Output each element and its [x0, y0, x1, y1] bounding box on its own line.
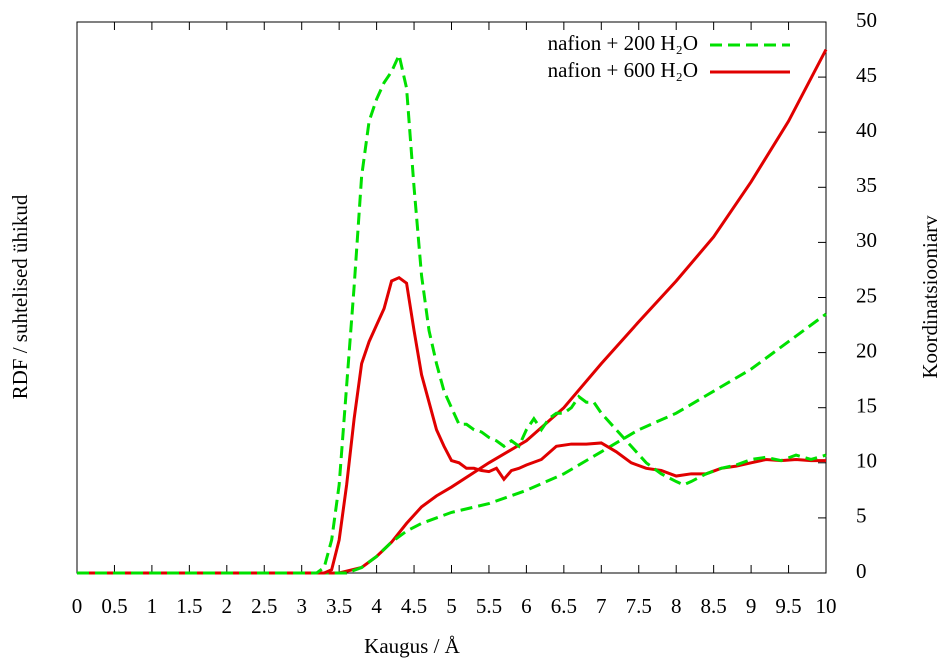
x-tick-label: 2.5	[251, 594, 277, 618]
x-tick-label: 3	[296, 594, 307, 618]
line-series	[77, 275, 826, 575]
y2-tick-label: 5	[856, 504, 867, 528]
y2-tick-label: 35	[856, 173, 877, 197]
y2-tick-label: 30	[856, 228, 877, 252]
x-tick-label: 1	[147, 594, 158, 618]
legend-label: nafion + 200 H₂O	[548, 31, 698, 55]
x-tick-label: 5.5	[476, 594, 502, 618]
y2-tick-label: 20	[856, 338, 877, 362]
x-tick-label: 6.5	[551, 594, 577, 618]
x-tick-label: 8	[671, 594, 682, 618]
x-tick-label: 10	[816, 594, 837, 618]
x-tick-label: 6	[521, 594, 532, 618]
x-tick-label: 0.5	[101, 594, 127, 618]
y2-tick-label: 40	[856, 118, 877, 142]
line-series	[77, 50, 827, 575]
y2-tick-label: 10	[856, 449, 877, 473]
x-tick-label: 9.5	[775, 594, 801, 618]
y2-tick-label: 15	[856, 394, 877, 418]
x-tick-label: 0	[72, 594, 83, 618]
y2-tick-label: 45	[856, 63, 877, 87]
plot-frame	[76, 21, 827, 574]
y2-tick-label: 50	[856, 8, 877, 32]
y2-tick-label: 25	[856, 283, 877, 307]
x-tick-label: 3.5	[326, 594, 352, 618]
x-tick-label: 4.5	[401, 594, 427, 618]
x-tick-label: 5	[446, 594, 457, 618]
x-tick-label: 1.5	[176, 594, 202, 618]
y2-tick-label: 0	[856, 559, 867, 583]
x-tick-label: 2	[222, 594, 233, 618]
x-tick-label: 9	[746, 594, 757, 618]
legend-label: nafion + 600 H₂O	[548, 58, 698, 82]
x-axis-label: Kaugus / Å	[364, 634, 460, 658]
x-tick-label: 8.5	[701, 594, 727, 618]
x-tick-label: 4	[371, 594, 382, 618]
x-tick-label: 7.5	[626, 594, 652, 618]
x-tick-label: 7	[596, 594, 607, 618]
y-axis-label: RDF / suhtelised ühikud	[8, 194, 32, 399]
line-series	[316, 312, 827, 575]
line-series	[316, 48, 828, 575]
y2-axis-label: Koordinatsiooniarv	[918, 215, 942, 379]
